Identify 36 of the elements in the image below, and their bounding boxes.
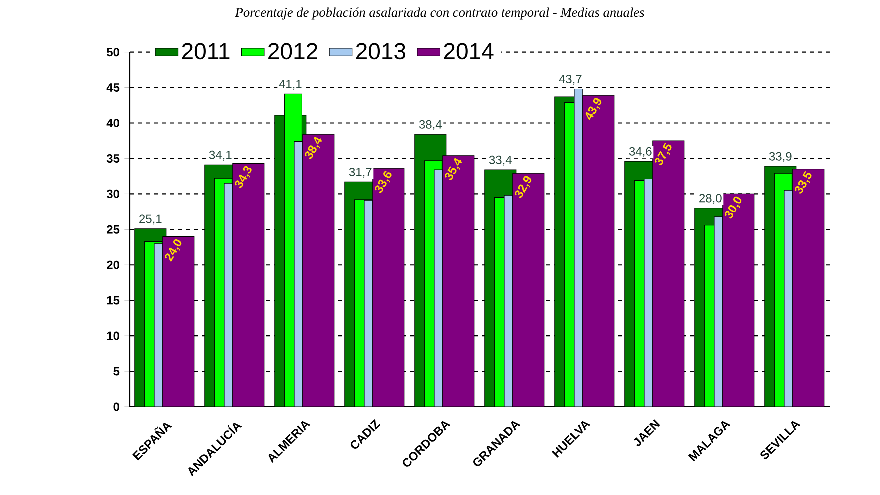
y-tick-label: 25 — [107, 225, 120, 234]
y-tick-label: 15 — [107, 296, 120, 305]
data-label: 33,4 — [489, 156, 512, 166]
y-tick-label: 50 — [106, 48, 120, 57]
data-label: 34,1 — [209, 150, 232, 161]
legend-label: 2011 — [182, 43, 230, 60]
bar — [792, 169, 825, 407]
data-label: 33,9 — [769, 152, 792, 162]
data-label: 31,7 — [349, 168, 372, 178]
y-tick-label: 20 — [107, 260, 120, 270]
bar — [232, 163, 265, 407]
bar — [722, 194, 755, 407]
y-tick-label: 0 — [114, 402, 120, 412]
data-label: 25,1 — [140, 214, 162, 225]
legend-label: 2013 — [356, 43, 406, 60]
bar — [582, 95, 615, 407]
y-tick-label: 30 — [106, 190, 120, 198]
y-tick-label: 35 — [106, 154, 120, 163]
bar — [652, 140, 685, 407]
data-label: 38,4 — [419, 120, 442, 130]
y-tick-label: 45 — [106, 84, 120, 92]
bar — [442, 156, 475, 407]
data-label: 28,0 — [700, 194, 722, 204]
chart-title: Porcentaje de población asalariada con contrato temporal - Medias anuales — [235, 8, 644, 20]
data-label: 43,7 — [559, 75, 582, 85]
data-label: 34,6 — [629, 147, 652, 158]
bar — [302, 134, 335, 407]
y-tick-label: 10 — [107, 332, 120, 340]
data-label: 41,1 — [279, 80, 302, 90]
y-tick-label: 5 — [114, 367, 120, 376]
legend-label: 2014 — [444, 43, 494, 60]
bar — [512, 173, 545, 407]
legend-label: 2012 — [268, 43, 318, 60]
bar — [162, 236, 195, 407]
y-tick-label: 40 — [106, 119, 120, 128]
bar — [372, 168, 405, 407]
